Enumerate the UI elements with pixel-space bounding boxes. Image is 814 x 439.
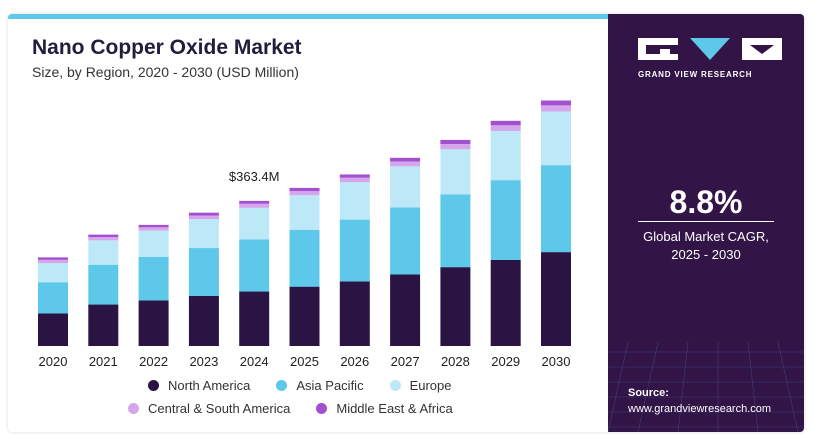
bar-segment-2026-middle-east-africa <box>339 174 370 178</box>
bar-segment-2022-europe <box>138 230 169 257</box>
x-tick-label: 2030 <box>542 354 571 369</box>
bar-segment-2024-central-south-america <box>239 203 270 208</box>
bar-segment-2021-middle-east-africa <box>88 234 119 238</box>
bar-segment-2022-north-america <box>138 300 169 346</box>
bar-segment-2029-middle-east-africa <box>490 120 521 126</box>
bar-segment-2029-asia-pacific <box>490 180 521 260</box>
cagr-divider <box>638 221 774 222</box>
bar-segment-2020-asia-pacific <box>38 282 68 314</box>
bar-segment-2023-north-america <box>188 296 219 346</box>
bar-segment-2029-europe <box>490 130 521 181</box>
bar-segment-2021-central-south-america <box>88 237 119 241</box>
legend-label: Asia Pacific <box>296 378 364 393</box>
bar-segment-2025-north-america <box>289 286 320 346</box>
x-tick-label: 2028 <box>441 354 470 369</box>
cagr-label-line1: Global Market CAGR, <box>643 229 769 244</box>
legend-item-asia-pacific: Asia Pacific <box>276 378 364 393</box>
chart-legend: North America Asia Pacific Europe Centra… <box>128 378 453 424</box>
x-tick-label: 2024 <box>240 354 269 369</box>
bar-segment-2026-asia-pacific <box>339 219 370 282</box>
bar-segment-2030-central-south-america <box>541 105 571 112</box>
bar-segment-2024-europe <box>239 207 270 240</box>
bar-segment-2027-middle-east-africa <box>390 157 421 162</box>
brand-name: GRAND VIEW RESEARCH <box>638 70 753 79</box>
bar-segment-2030-europe <box>541 111 571 166</box>
bar-segment-2025-middle-east-africa <box>289 187 320 192</box>
data-label-2024: $363.4M <box>229 169 280 184</box>
bar-segment-2026-central-south-america <box>339 177 370 183</box>
bar-segment-2021-north-america <box>88 304 119 346</box>
chart-title: Nano Copper Oxide Market <box>32 36 302 59</box>
legend-item-middle-east-africa: Middle East & Africa <box>316 401 453 416</box>
x-tick-label: 2026 <box>340 354 369 369</box>
chart-subtitle: Size, by Region, 2020 - 2030 (USD Millio… <box>32 64 299 80</box>
legend-label: Central & South America <box>148 401 291 416</box>
stacked-bar-chart: 2020 2021 2022 2023 2024 2025 2026 2027 2028 2029… <box>38 100 571 369</box>
bar-segment-2020-europe <box>38 263 68 283</box>
bar-segment-2024-middle-east-africa <box>239 200 270 204</box>
x-tick-label: 2021 <box>89 354 118 369</box>
legend-item-north-america: North America <box>148 378 250 393</box>
accent-bar <box>8 14 608 19</box>
legend-dot-middle-east-africa <box>316 403 328 414</box>
bar-segment-2028-asia-pacific <box>440 194 471 268</box>
bar-segment-2030-north-america <box>541 252 571 346</box>
legend-label: Middle East & Africa <box>336 401 453 416</box>
bar-segment-2023-middle-east-africa <box>188 212 219 216</box>
legend-item-central-south-america: Central & South America <box>128 401 290 416</box>
bar-segment-2029-central-south-america <box>490 125 521 131</box>
source-title: Source: <box>628 387 669 399</box>
bar-segment-2027-asia-pacific <box>390 207 421 275</box>
bar-segment-2027-central-south-america <box>390 161 421 167</box>
bar-segment-2021-europe <box>88 240 119 265</box>
legend-label: North America <box>168 378 251 393</box>
x-tick-label: 2022 <box>139 354 168 369</box>
bar-segment-2027-north-america <box>390 274 421 346</box>
legend-dot-europe <box>389 380 401 391</box>
info-panel: GRAND VIEW RESEARCH 8.8% Global Market C… <box>608 14 804 432</box>
bar-segment-2028-middle-east-africa <box>440 139 471 144</box>
bar-segment-2029-north-america <box>490 259 521 346</box>
cagr-value: 8.8% <box>669 184 743 220</box>
bar-segment-2020-central-south-america <box>38 259 68 264</box>
bar-segment-2022-middle-east-africa <box>138 224 169 228</box>
bar-segment-2023-central-south-america <box>188 215 219 220</box>
x-tick-label: 2027 <box>391 354 420 369</box>
bar-segment-2020-middle-east-africa <box>38 257 68 260</box>
bar-segment-2028-north-america <box>440 267 471 346</box>
bar-segment-2028-central-south-america <box>440 143 471 150</box>
bar-segment-2021-asia-pacific <box>88 264 119 305</box>
bar-segment-2026-north-america <box>339 281 370 346</box>
legend-dot-north-america <box>148 380 159 391</box>
chart-card: Nano Copper Oxide Market Size, by Region… <box>8 14 804 432</box>
x-tick-label: 2020 <box>39 354 68 369</box>
bar-segment-2026-europe <box>339 182 370 220</box>
x-tick-label: 2029 <box>491 354 520 369</box>
cagr-label-line2: 2025 - 2030 <box>671 247 741 262</box>
bar-segment-2025-asia-pacific <box>289 229 320 287</box>
legend-dot-central-south-america <box>128 403 139 414</box>
bar-segment-2023-asia-pacific <box>188 248 219 297</box>
bar-segment-2022-asia-pacific <box>138 256 169 301</box>
bar-segment-2024-asia-pacific <box>239 239 270 292</box>
bar-segment-2028-europe <box>440 149 471 195</box>
bar-segment-2027-europe <box>390 166 421 208</box>
grid-background <box>608 342 804 432</box>
brand-logo-icon <box>638 38 782 60</box>
cagr-label: Global Market CAGR, 2025 - 2030 <box>608 228 804 264</box>
bar-segment-2022-central-south-america <box>138 227 169 231</box>
bar-segment-2025-central-south-america <box>289 191 320 196</box>
x-tick-label: 2023 <box>189 354 218 369</box>
bar-segment-2030-asia-pacific <box>541 165 571 253</box>
bar-segment-2025-europe <box>289 195 320 230</box>
legend-dot-asia-pacific <box>276 380 288 391</box>
bar-segment-2030-middle-east-africa <box>541 100 571 106</box>
legend-label: Europe <box>409 378 452 393</box>
bar-segment-2020-north-america <box>38 313 68 346</box>
source-link[interactable]: www.grandviewresearch.com <box>628 403 772 415</box>
legend-item-europe: Europe <box>389 378 452 393</box>
x-tick-label: 2025 <box>290 354 319 369</box>
bar-segment-2024-north-america <box>239 291 270 346</box>
bar-segment-2023-europe <box>188 219 219 249</box>
